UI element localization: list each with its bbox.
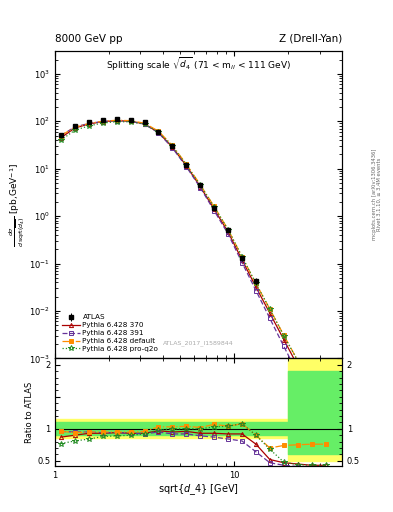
Text: Rivet 3.1.10, ≥ 3.4M events: Rivet 3.1.10, ≥ 3.4M events bbox=[377, 158, 382, 231]
Pythia 6.428 pro-q2o bbox=[114, 119, 119, 125]
Text: Z (Drell-Yan): Z (Drell-Yan) bbox=[279, 33, 342, 44]
Pythia 6.428 pro-q2o bbox=[240, 253, 244, 260]
Pythia 6.428 pro-q2o bbox=[268, 306, 272, 312]
Pythia 6.428 370 bbox=[59, 135, 63, 141]
Pythia 6.428 default bbox=[253, 281, 258, 287]
Pythia 6.428 default bbox=[114, 117, 119, 123]
Pythia 6.428 391 bbox=[142, 121, 147, 127]
Pythia 6.428 391 bbox=[253, 287, 258, 293]
Pythia 6.428 391 bbox=[240, 260, 244, 266]
Line: Pythia 6.428 default: Pythia 6.428 default bbox=[59, 118, 328, 415]
Pythia 6.428 pro-q2o bbox=[184, 162, 189, 168]
Pythia 6.428 370 bbox=[101, 119, 105, 125]
Y-axis label: $\frac{d\sigma}{d\,\mathrm{sqrt}(\overline{d_4})}$ [pb,GeV$^{-1}$]: $\frac{d\sigma}{d\,\mathrm{sqrt}(\overli… bbox=[7, 163, 26, 247]
Line: Pythia 6.428 pro-q2o: Pythia 6.428 pro-q2o bbox=[58, 119, 328, 416]
Pythia 6.428 default bbox=[268, 306, 272, 312]
Text: ATLAS_2017_I1589844: ATLAS_2017_I1589844 bbox=[163, 340, 234, 346]
Pythia 6.428 370 bbox=[198, 183, 202, 189]
Pythia 6.428 370 bbox=[281, 336, 286, 343]
Pythia 6.428 pro-q2o bbox=[281, 333, 286, 339]
Pythia 6.428 default bbox=[240, 253, 244, 260]
Pythia 6.428 391 bbox=[87, 120, 92, 126]
Pythia 6.428 default bbox=[87, 120, 92, 126]
Pythia 6.428 pro-q2o bbox=[59, 137, 63, 143]
Pythia 6.428 pro-q2o bbox=[198, 182, 202, 188]
Pythia 6.428 391 bbox=[212, 208, 217, 214]
Line: Pythia 6.428 391: Pythia 6.428 391 bbox=[59, 119, 327, 433]
Pythia 6.428 default bbox=[128, 118, 133, 124]
Pythia 6.428 370 bbox=[156, 130, 161, 136]
Pythia 6.428 391 bbox=[59, 133, 63, 139]
Pythia 6.428 pro-q2o bbox=[128, 119, 133, 125]
Pythia 6.428 370 bbox=[253, 284, 258, 290]
Pythia 6.428 370 bbox=[184, 163, 189, 169]
Pythia 6.428 370 bbox=[72, 125, 77, 131]
Pythia 6.428 default bbox=[59, 133, 63, 139]
Pythia 6.428 default bbox=[309, 384, 314, 390]
X-axis label: $\mathrm{sqrt}\{d\_4\}$ [GeV]: $\mathrm{sqrt}\{d\_4\}$ [GeV] bbox=[158, 482, 239, 497]
Pythia 6.428 default bbox=[101, 118, 105, 124]
Pythia 6.428 default bbox=[295, 357, 300, 364]
Pythia 6.428 391 bbox=[101, 118, 105, 124]
Pythia 6.428 370 bbox=[268, 310, 272, 316]
Pythia 6.428 pro-q2o bbox=[226, 226, 230, 232]
Pythia 6.428 pro-q2o bbox=[87, 123, 92, 129]
Pythia 6.428 370 bbox=[114, 118, 119, 124]
Pythia 6.428 default bbox=[142, 120, 147, 126]
Pythia 6.428 391 bbox=[309, 399, 314, 405]
Pythia 6.428 391 bbox=[268, 315, 272, 322]
Pythia 6.428 pro-q2o bbox=[212, 204, 217, 210]
Pythia 6.428 pro-q2o bbox=[101, 120, 105, 126]
Pythia 6.428 370 bbox=[295, 362, 300, 369]
Pythia 6.428 pro-q2o bbox=[72, 127, 77, 133]
Pythia 6.428 391 bbox=[281, 343, 286, 349]
Pythia 6.428 default bbox=[72, 124, 77, 130]
Pythia 6.428 370 bbox=[142, 121, 147, 127]
Text: 8000 GeV pp: 8000 GeV pp bbox=[55, 33, 123, 44]
Pythia 6.428 default bbox=[198, 182, 202, 188]
Pythia 6.428 370 bbox=[170, 144, 175, 150]
Pythia 6.428 370 bbox=[226, 229, 230, 235]
Pythia 6.428 default bbox=[323, 410, 328, 416]
Text: mcplots.cern.ch [arXiv:1306.3436]: mcplots.cern.ch [arXiv:1306.3436] bbox=[372, 149, 376, 240]
Pythia 6.428 pro-q2o bbox=[323, 410, 328, 416]
Pythia 6.428 default bbox=[281, 332, 286, 338]
Pythia 6.428 pro-q2o bbox=[142, 121, 147, 127]
Pythia 6.428 391 bbox=[72, 124, 77, 130]
Pythia 6.428 391 bbox=[114, 118, 119, 124]
Pythia 6.428 370 bbox=[323, 417, 328, 423]
Pythia 6.428 default bbox=[170, 142, 175, 148]
Pythia 6.428 370 bbox=[309, 391, 314, 397]
Pythia 6.428 default bbox=[212, 203, 217, 209]
Pythia 6.428 391 bbox=[226, 231, 230, 237]
Pythia 6.428 default bbox=[156, 128, 161, 134]
Pythia 6.428 pro-q2o bbox=[253, 281, 258, 287]
Pythia 6.428 391 bbox=[170, 145, 175, 151]
Pythia 6.428 391 bbox=[156, 130, 161, 136]
Pythia 6.428 391 bbox=[295, 371, 300, 377]
Pythia 6.428 370 bbox=[240, 257, 244, 263]
Text: Splitting scale $\sqrt{d_4}$ (71 < m$_{ll}$ < 111 GeV): Splitting scale $\sqrt{d_4}$ (71 < m$_{l… bbox=[106, 56, 291, 73]
Pythia 6.428 pro-q2o bbox=[295, 357, 300, 364]
Pythia 6.428 pro-q2o bbox=[309, 384, 314, 390]
Pythia 6.428 default bbox=[184, 161, 189, 167]
Legend: ATLAS, Pythia 6.428 370, Pythia 6.428 391, Pythia 6.428 default, Pythia 6.428 pr: ATLAS, Pythia 6.428 370, Pythia 6.428 39… bbox=[59, 311, 161, 355]
Pythia 6.428 391 bbox=[323, 428, 328, 434]
Pythia 6.428 391 bbox=[128, 118, 133, 124]
Pythia 6.428 pro-q2o bbox=[170, 143, 175, 149]
Pythia 6.428 370 bbox=[87, 121, 92, 127]
Pythia 6.428 391 bbox=[184, 164, 189, 170]
Pythia 6.428 391 bbox=[198, 184, 202, 190]
Pythia 6.428 370 bbox=[212, 206, 217, 212]
Line: Pythia 6.428 370: Pythia 6.428 370 bbox=[59, 119, 328, 422]
Pythia 6.428 370 bbox=[128, 118, 133, 124]
Pythia 6.428 default bbox=[226, 226, 230, 232]
Y-axis label: Ratio to ATLAS: Ratio to ATLAS bbox=[25, 381, 34, 443]
Pythia 6.428 pro-q2o bbox=[156, 129, 161, 135]
